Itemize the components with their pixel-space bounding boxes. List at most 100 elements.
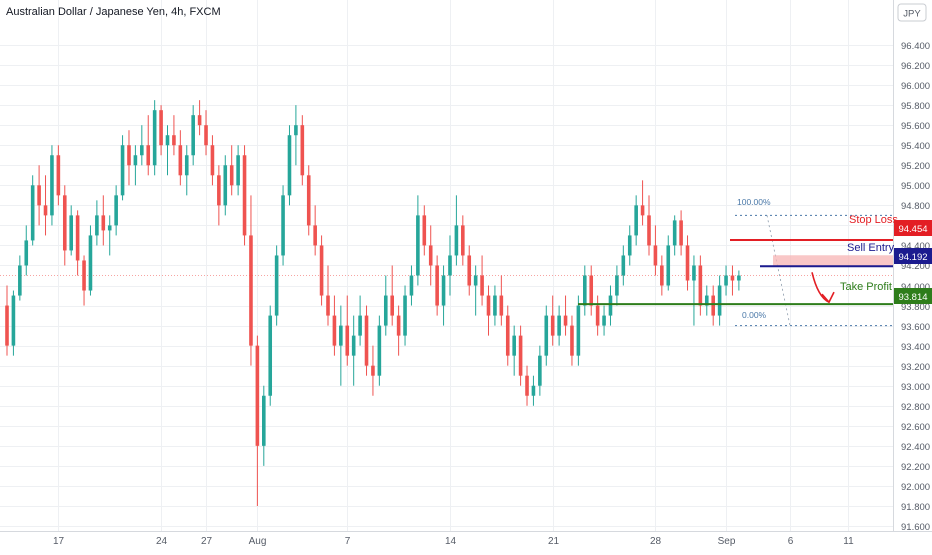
candle-body <box>480 275 484 296</box>
candle <box>435 255 439 316</box>
candle-body <box>621 255 626 276</box>
candle <box>557 305 561 346</box>
candle-body <box>191 115 195 156</box>
candle-body <box>467 255 472 286</box>
candle <box>133 145 138 186</box>
candle <box>95 200 99 246</box>
candle-body <box>448 255 452 276</box>
candle <box>518 325 523 386</box>
candle-body <box>390 295 394 316</box>
candle-body <box>223 165 228 206</box>
candle <box>24 225 29 276</box>
candle-body <box>538 355 542 386</box>
candle <box>448 235 452 296</box>
stop-loss-tag-text: 94.454 <box>898 224 927 235</box>
y-tick-label: 92.000 <box>901 482 930 493</box>
candle-body <box>306 175 311 226</box>
grid <box>0 0 893 531</box>
candle <box>165 125 170 176</box>
candle <box>679 210 683 256</box>
candle-body <box>461 225 465 256</box>
candle-body <box>95 215 99 236</box>
candle-body <box>576 305 581 356</box>
candle-body <box>525 375 529 396</box>
candle <box>653 225 658 276</box>
candle <box>602 305 606 336</box>
y-tick-label: 91.800 <box>901 502 930 513</box>
currency-button-label: JPY <box>903 9 921 20</box>
candle-body <box>204 125 208 146</box>
candle-body <box>146 145 151 166</box>
candle <box>717 275 722 326</box>
fibonacci-retracement[interactable] <box>735 214 893 327</box>
candle-body <box>178 145 183 176</box>
candle <box>583 265 587 316</box>
candle <box>281 185 285 266</box>
candle <box>486 285 491 336</box>
candle <box>467 245 472 296</box>
candle-body <box>255 345 260 446</box>
candle-body <box>184 155 189 176</box>
candle <box>570 315 574 366</box>
candle-body <box>660 265 664 286</box>
candle <box>737 270 741 291</box>
candle-body <box>730 275 735 281</box>
candle <box>204 110 208 156</box>
candle-body <box>11 295 16 346</box>
candle-body <box>583 275 587 306</box>
x-tick-label: 6 <box>788 536 794 547</box>
candle-body <box>685 245 690 281</box>
candle-body <box>698 265 703 306</box>
candle-body <box>339 325 343 346</box>
candle <box>627 225 632 266</box>
fib-trend-line <box>766 215 791 326</box>
candle-body <box>589 275 594 306</box>
y-tick-label: 94.800 <box>901 201 930 212</box>
candle <box>294 105 298 166</box>
candle-body <box>371 365 375 376</box>
candle <box>69 205 73 256</box>
candle <box>37 165 41 226</box>
candle-body <box>383 295 388 326</box>
y-tick-label: 92.200 <box>901 462 930 473</box>
candle-body <box>518 335 523 376</box>
candle-body <box>704 295 709 306</box>
price-axis[interactable]: 96.400 96.200 96.000 95.800 95.600 95.400 95.2… <box>901 41 930 533</box>
candle-body <box>107 225 112 231</box>
candle <box>608 285 613 326</box>
candle-body <box>242 155 247 236</box>
candle <box>178 130 183 186</box>
x-tick-label: 28 <box>650 536 662 547</box>
candle <box>377 315 382 386</box>
candle <box>595 295 600 336</box>
candle <box>114 185 118 236</box>
candle <box>88 225 93 296</box>
candle-body <box>262 395 266 446</box>
candle-body <box>88 235 93 291</box>
candle <box>268 305 273 406</box>
y-tick-label: 96.200 <box>901 61 930 72</box>
sell-entry-tag: 94.192 <box>894 248 932 264</box>
candle <box>50 145 54 226</box>
currency-button[interactable]: JPY <box>897 3 927 22</box>
candle-body <box>634 205 638 236</box>
y-tick-label: 95.400 <box>901 141 930 152</box>
candle-body <box>505 315 510 356</box>
candle-body <box>364 315 369 366</box>
candle-body <box>345 325 350 356</box>
time-axis[interactable]: 17 24 27 Aug 7 14 21 28 Sep 6 11 <box>53 536 854 547</box>
y-tick-label: 93.400 <box>901 342 930 353</box>
candle-body <box>550 315 555 336</box>
candle <box>62 185 67 266</box>
candle-body <box>396 315 401 336</box>
y-tick-label: 92.600 <box>901 422 930 433</box>
candle-body <box>56 155 61 196</box>
candle-body <box>692 265 696 281</box>
candle-body <box>332 315 337 346</box>
candle <box>634 195 638 246</box>
candle-body <box>24 240 29 266</box>
candle <box>505 305 510 366</box>
candle-body <box>627 235 632 256</box>
y-tick-label: 95.000 <box>901 181 930 192</box>
